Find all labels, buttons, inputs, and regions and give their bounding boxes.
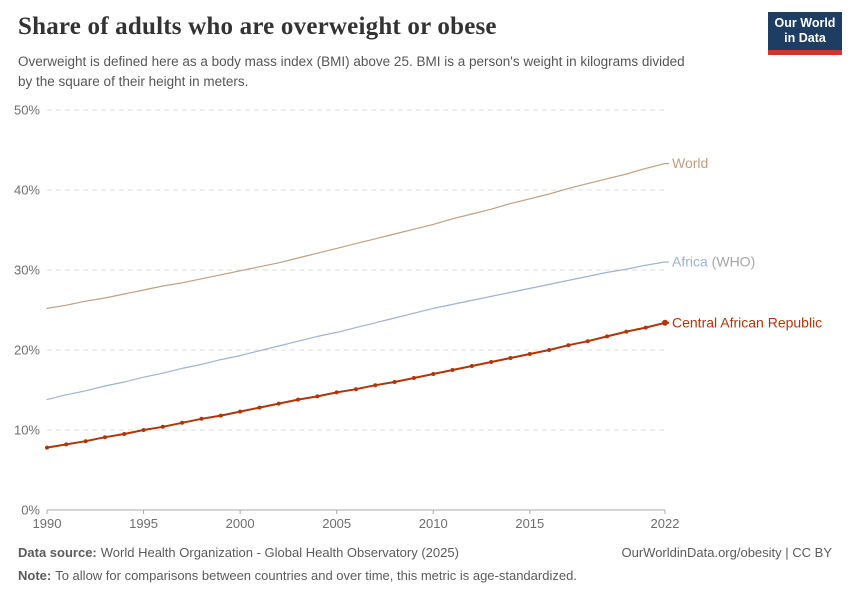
series-marker <box>547 348 552 352</box>
chart-footer: Data source: World Health Organization - … <box>18 541 832 587</box>
series-line-africa[interactable] <box>46 261 666 401</box>
series-marker <box>469 364 474 368</box>
note-text: To allow for comparisons between countri… <box>55 568 577 583</box>
chart-subtitle-line: Overweight is defined here as a body mas… <box>18 54 685 69</box>
series-marker <box>334 390 339 395</box>
series-marker <box>392 380 397 384</box>
series-marker <box>257 405 262 410</box>
series-marker <box>585 339 590 344</box>
series-marker <box>160 424 165 429</box>
series-marker <box>83 439 88 444</box>
series-marker <box>489 360 494 364</box>
series-marker <box>45 445 49 450</box>
series-marker <box>508 356 513 360</box>
series-marker <box>238 409 243 414</box>
series-line-world[interactable] <box>46 163 666 309</box>
series-marker <box>141 428 146 432</box>
x-tick-label: 2005 <box>322 516 351 531</box>
series-marker <box>122 432 127 436</box>
series-label-world[interactable]: World <box>672 155 708 171</box>
owid-link[interactable]: OurWorldinData.org/obesity | CC BY <box>621 545 833 560</box>
series-line-central-african-republic[interactable] <box>46 321 666 449</box>
y-tick-label: 30% <box>14 263 40 278</box>
data-source-label: Data source: <box>18 545 97 560</box>
owid-logo[interactable]: Our World in Data <box>768 12 842 55</box>
x-tick-label: 2010 <box>419 516 448 531</box>
x-tick-label: 1995 <box>129 516 158 531</box>
y-tick-label: 20% <box>14 343 40 358</box>
series-marker <box>64 442 69 447</box>
series-marker <box>605 334 610 339</box>
x-tick-label: 2015 <box>515 516 544 531</box>
series-marker <box>315 394 320 399</box>
owid-logo-line1: Our World <box>774 16 836 30</box>
y-tick-label: 0% <box>21 503 40 518</box>
x-tick-label: 1990 <box>33 516 62 531</box>
series-marker <box>102 435 107 440</box>
note-line: Note: To allow for comparisons between co… <box>18 564 832 587</box>
series-marker <box>643 325 648 330</box>
page-title: Share of adults who are overweight or ob… <box>18 13 497 40</box>
note-label: Note: <box>18 568 52 583</box>
series-marker <box>373 383 378 388</box>
series-marker <box>296 397 301 402</box>
data-source-line: Data source: World Health Organization - … <box>18 541 832 564</box>
series-label-africa[interactable]: Africa (WHO) <box>672 254 755 270</box>
series-marker <box>354 387 358 392</box>
y-tick-label: 10% <box>14 423 40 438</box>
series-marker <box>566 343 571 348</box>
series-marker <box>527 352 532 356</box>
series-label-central-african-republic[interactable]: Central African Republic <box>672 314 822 330</box>
y-tick-label: 50% <box>14 103 40 118</box>
series-marker <box>199 416 204 421</box>
series-marker <box>624 329 629 334</box>
chart-subtitle: Overweight is defined here as a body mas… <box>18 52 763 92</box>
chart-subtitle-line: by the square of their height in meters. <box>18 74 249 89</box>
y-tick-label: 40% <box>14 183 40 198</box>
x-tick-label: 2000 <box>226 516 255 531</box>
series-marker <box>218 413 223 418</box>
series-marker <box>450 368 455 372</box>
owid-logo-line2: in Data <box>784 31 826 45</box>
series-marker <box>180 420 185 425</box>
data-source-text: World Health Organization - Global Healt… <box>100 545 459 560</box>
series-marker <box>431 372 436 376</box>
series-marker <box>276 401 281 406</box>
owid-logo-red-bar <box>768 50 842 55</box>
x-tick-label: 2022 <box>651 516 680 531</box>
series-marker <box>411 376 416 380</box>
